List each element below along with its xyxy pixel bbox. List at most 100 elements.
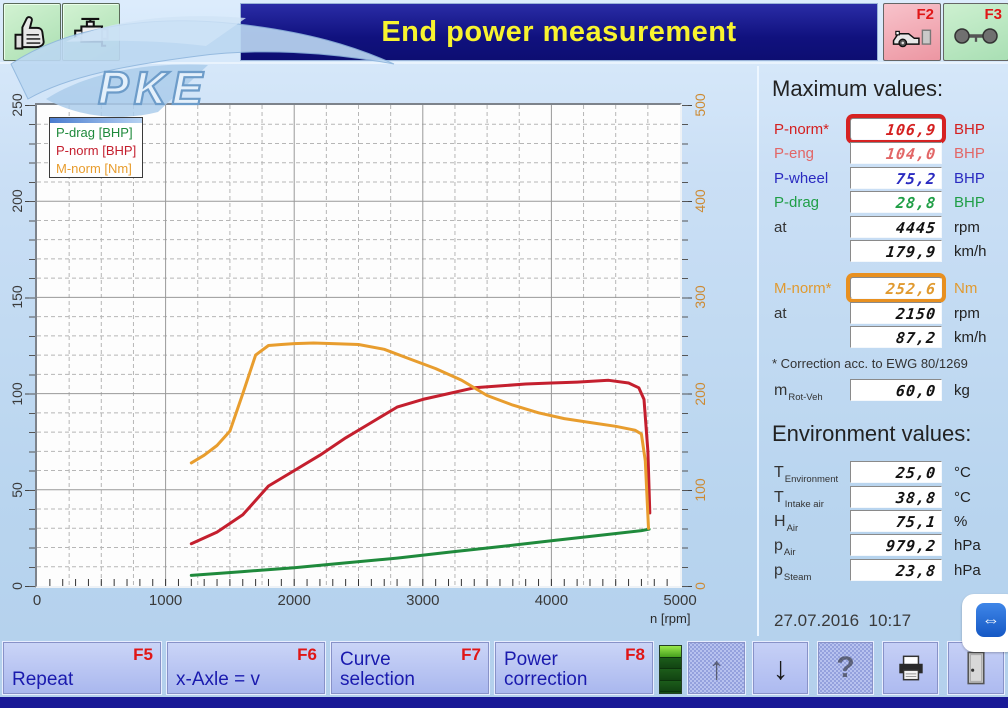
repeat-button[interactable]: Repeat F5 bbox=[2, 641, 162, 695]
y-axis-left-tick-label: 0 bbox=[9, 582, 25, 590]
status-led-indicator bbox=[659, 645, 682, 694]
panel-separator bbox=[757, 66, 759, 636]
bottom-status-strip bbox=[0, 697, 1008, 708]
value-box: 23,8 bbox=[850, 559, 942, 581]
value-box: 979,2 bbox=[850, 534, 942, 556]
value-label: pSteam bbox=[774, 562, 812, 583]
unit-label: hPa bbox=[954, 537, 981, 554]
y-axis-right-tick-label: 500 bbox=[692, 93, 708, 117]
button-label: x-Axle = v bbox=[176, 669, 260, 690]
x-axle-button[interactable]: x-Axle = v F6 bbox=[166, 641, 326, 695]
f5-key-label: F5 bbox=[133, 645, 153, 664]
confirm-button[interactable] bbox=[3, 3, 61, 61]
row-rotating-mass: mRot-Veh 60,0 kg bbox=[774, 379, 1002, 403]
f6-key-label: F6 bbox=[297, 645, 317, 664]
x-axis-tick-label: 0 bbox=[32, 592, 42, 609]
engine-button[interactable] bbox=[62, 3, 120, 61]
value-box-highlighted: 252,6 bbox=[850, 277, 942, 299]
led-segment bbox=[660, 657, 681, 669]
down-arrow-icon: ↓ bbox=[772, 650, 789, 686]
f2-key-label: F2 bbox=[916, 6, 934, 23]
row-at-rpm-torque: at 2150 rpm bbox=[774, 302, 1002, 326]
car-on-roller-icon bbox=[892, 30, 932, 48]
y-axis-right-tick-label: 300 bbox=[692, 285, 708, 310]
engine-icon bbox=[74, 17, 109, 47]
unit-label: BHP bbox=[954, 170, 985, 187]
value-label: TIntake air bbox=[774, 489, 824, 510]
value-box: 60,0 bbox=[850, 379, 942, 401]
value-label: HAir bbox=[774, 513, 799, 534]
led-segment bbox=[660, 669, 681, 681]
value-label: M-norm* bbox=[774, 280, 832, 297]
row-p-air: pAir 979,2 hPa bbox=[774, 534, 1002, 558]
value-label: pAir bbox=[774, 537, 796, 558]
row-p-drag: P-drag 28,8 BHP bbox=[774, 191, 1002, 215]
y-axis-left-tick-label: 50 bbox=[9, 482, 25, 498]
y-axis-left-tick-label: 200 bbox=[9, 189, 25, 213]
power-correction-button[interactable]: Power correction F8 bbox=[494, 641, 654, 695]
page-title: End power measurement bbox=[381, 15, 737, 48]
row-at-rpm: at 4445 rpm bbox=[774, 216, 1002, 240]
legend-item: P-drag [BHP] bbox=[56, 125, 133, 140]
axle-wheels-icon bbox=[954, 28, 998, 45]
value-label: at bbox=[774, 305, 787, 322]
dyno-chart-plot-area bbox=[35, 103, 682, 588]
help-button[interactable]: ? bbox=[817, 641, 874, 695]
value-label: mRot-Veh bbox=[774, 382, 823, 403]
unit-label: kg bbox=[954, 382, 970, 399]
y-axis-right-tick-label: 400 bbox=[692, 189, 708, 213]
scroll-down-button[interactable]: ↓ bbox=[752, 641, 809, 695]
row-p-steam: pSteam 23,8 hPa bbox=[774, 559, 1002, 583]
chart-legend: P-drag [BHP] P-norm [BHP] M-norm [Nm] bbox=[49, 117, 143, 178]
print-button[interactable] bbox=[882, 641, 939, 695]
value-box: 75,2 bbox=[850, 167, 942, 189]
value-box: 28,8 bbox=[850, 191, 942, 213]
value-label: TEnvironment bbox=[774, 464, 839, 485]
led-segment-on bbox=[660, 646, 681, 658]
unit-label: Nm bbox=[954, 280, 978, 297]
header-separator bbox=[0, 62, 1008, 64]
row-m-norm: M-norm* 252,6 Nm bbox=[774, 277, 1002, 301]
f3-axle-button[interactable]: F3 bbox=[943, 3, 1008, 61]
value-box: 75,1 bbox=[850, 510, 942, 532]
value-box: 25,0 bbox=[850, 461, 942, 483]
unit-label: rpm bbox=[954, 305, 980, 322]
scroll-up-button[interactable]: ↑ bbox=[687, 641, 746, 695]
y-axis-left-tick-label: 250 bbox=[9, 93, 25, 117]
f2-roller-test-button[interactable]: F2 bbox=[883, 3, 941, 61]
row-t-intake-air: TIntake air 38,8 °C bbox=[774, 486, 1002, 510]
question-mark-icon: ? bbox=[836, 651, 855, 684]
y-axis-right-tick-label: 200 bbox=[692, 381, 708, 406]
unit-label: BHP bbox=[954, 145, 985, 162]
x-axis-tick-label: 1000 bbox=[148, 592, 183, 609]
unit-label: °C bbox=[954, 489, 971, 506]
row-at-speed: 179,9 km/h bbox=[774, 240, 1002, 264]
button-label: Curve selection bbox=[340, 649, 415, 690]
unit-label: km/h bbox=[954, 329, 987, 346]
exit-door-icon bbox=[967, 651, 985, 685]
unit-label: % bbox=[954, 513, 968, 530]
y-axis-right-tick-label: 0 bbox=[692, 582, 708, 590]
unit-label: km/h bbox=[954, 243, 987, 260]
thumbs-up-icon bbox=[14, 16, 45, 50]
f8-key-label: F8 bbox=[625, 645, 645, 664]
x-axis-unit-label: n [rpm] bbox=[650, 611, 691, 626]
curve-selection-button[interactable]: Curve selection F7 bbox=[330, 641, 490, 695]
right-axis-minor-ticks bbox=[682, 105, 688, 587]
unit-label: rpm bbox=[954, 219, 980, 236]
y-axis-left-tick-label: 150 bbox=[9, 285, 25, 310]
remote-access-bubble[interactable]: ⇔ bbox=[962, 594, 1008, 652]
value-box: 38,8 bbox=[850, 486, 942, 508]
unit-label: BHP bbox=[954, 194, 985, 211]
row-p-norm: P-norm* 106,9 BHP bbox=[774, 118, 1002, 142]
row-t-environment: TEnvironment 25,0 °C bbox=[774, 461, 1002, 485]
button-label: Power correction bbox=[504, 649, 588, 690]
y-axis-right-tick-label: 100 bbox=[692, 478, 708, 502]
maximum-values-title: Maximum values: bbox=[772, 76, 944, 101]
value-box: 87,2 bbox=[850, 326, 942, 348]
chart-canvas bbox=[37, 105, 680, 586]
value-box: 4445 bbox=[850, 216, 942, 238]
y-axis-left-tick-label: 100 bbox=[9, 381, 25, 406]
value-label: P-drag bbox=[774, 194, 820, 211]
